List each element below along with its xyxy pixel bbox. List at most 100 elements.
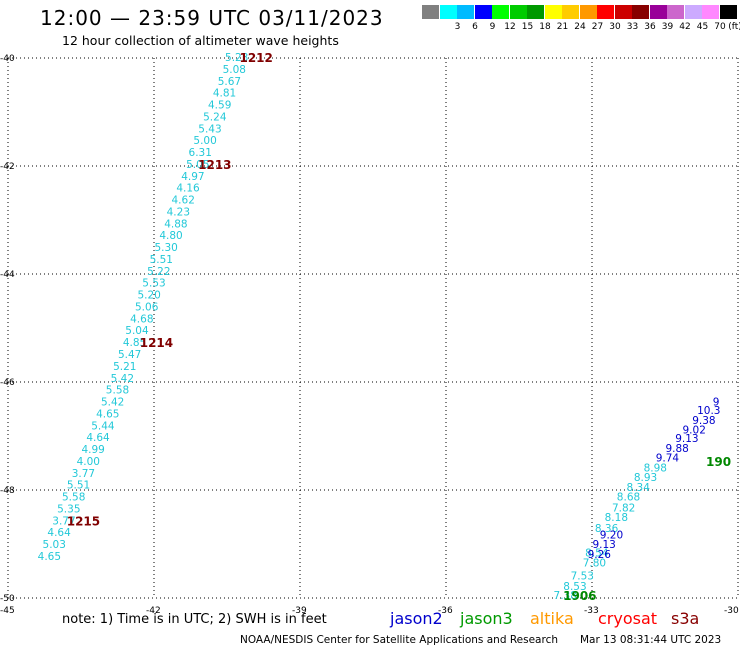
wave-height-reading: 4.99 <box>81 444 104 456</box>
legend-cryosat: cryosat <box>598 609 658 628</box>
color-scale-label: 70 <box>714 22 726 32</box>
color-scale-swatch <box>492 5 509 19</box>
wave-height-reading: 6.31 <box>189 147 212 159</box>
color-scale-label: 21 <box>556 22 569 32</box>
wave-height-reading: 5.08 <box>223 64 246 76</box>
color-scale-swatch <box>614 5 632 19</box>
wave-height-reading: 5.04 <box>125 325 149 337</box>
wave-height-reading: 8.53 <box>563 581 586 593</box>
color-scale-swatch <box>684 5 702 19</box>
pass-time-label: 1213 <box>198 158 231 172</box>
color-scale-label: 9 <box>489 22 496 32</box>
wave-height-reading: 5.05 <box>186 159 209 171</box>
latitude-label: -44 <box>0 270 15 280</box>
wave-height-reading: 4.65 <box>38 551 61 563</box>
wave-height-reading: 4.65 <box>96 408 119 420</box>
wave-height-reading: 4.64 <box>47 527 71 539</box>
latitude-label: -46 <box>0 378 15 388</box>
wave-height-reading: 9.88 <box>665 443 688 455</box>
color-scale-swatch <box>527 5 544 19</box>
longitude-label: -33 <box>584 606 599 616</box>
color-scale-swatch <box>667 5 684 19</box>
wave-height-reading: 10.3 <box>697 405 720 417</box>
wave-height-reading: 7.53 <box>571 570 594 582</box>
color-scale-label: 24 <box>574 22 586 32</box>
wave-height-reading: 5.22 <box>147 266 170 278</box>
wave-height-reading: 8.18 <box>605 512 628 524</box>
color-scale-swatch <box>597 5 614 19</box>
map-subtitle: 12 hour collection of altimeter wave hei… <box>62 33 339 48</box>
wave-height-reading: 5.53 <box>142 278 165 290</box>
map-title: 12:00 — 23:59 UTC 03/11/2023 <box>40 6 384 30</box>
wave-height-reading: 9.13 <box>675 433 698 445</box>
wave-height-reading: 4.85 <box>123 337 146 349</box>
latitude-label: -50 <box>0 594 15 604</box>
wave-height-reading: 5.51 <box>67 480 90 492</box>
wave-height-reading: 5.42 <box>111 373 134 385</box>
color-scale-label: 3 <box>454 22 461 32</box>
latitude-label: -40 <box>0 54 15 64</box>
wave-height-reading: 5.06 <box>135 301 159 313</box>
pass-time-label: 1215 <box>67 514 100 528</box>
longitude-label: -45 <box>0 606 15 616</box>
longitude-label: -42 <box>146 606 161 616</box>
color-scale-label: 33 <box>626 22 639 32</box>
wave-height-reading: 5.42 <box>101 397 124 409</box>
wave-height-reading: 9.13 <box>592 539 615 551</box>
wave-height-reading: 5.67 <box>218 76 241 88</box>
color-scale-label: 45 <box>696 22 709 32</box>
color-scale-label: 6 <box>472 22 478 32</box>
wave-height-reading: 4.23 <box>167 206 190 218</box>
longitude-label: -39 <box>292 606 307 616</box>
wave-height-reading: 7.38 <box>554 590 577 602</box>
color-scale-swatch <box>509 5 527 19</box>
wave-height-reading: 4.81 <box>213 88 236 100</box>
wave-height-reading: 5.58 <box>62 492 85 504</box>
wave-height-reading: 7.82 <box>612 502 635 514</box>
wave-height-reading: 4.59 <box>208 100 231 112</box>
footer-note: note: 1) Time is in UTC; 2) SWH is in fe… <box>62 612 327 627</box>
wave-height-reading: 5.21 <box>113 361 136 373</box>
wave-height-reading: 9.38 <box>692 415 715 427</box>
color-scale-swatch <box>544 5 562 19</box>
color-scale-label: 18 <box>539 22 551 32</box>
legend-altika: altika <box>530 609 574 628</box>
wave-height-reading: 8.54 <box>585 548 609 560</box>
wave-height-reading: 5.44 <box>91 420 115 432</box>
wave-height-reading: 5.30 <box>154 242 177 254</box>
wave-height-reading: 5.51 <box>150 254 173 266</box>
wave-height-reading: 8.34 <box>627 482 651 494</box>
longitude-label: -36 <box>438 606 453 616</box>
wave-height-reading: 4.00 <box>77 456 100 468</box>
color-scale-label: 39 <box>661 22 674 32</box>
wave-height-reading: 5.47 <box>118 349 141 361</box>
color-scale-swatch <box>474 5 492 19</box>
wave-height-reading: 5.43 <box>198 123 221 135</box>
color-scale-swatch <box>702 5 719 19</box>
color-scale-swatch <box>422 5 439 19</box>
color-scale-swatch <box>439 5 457 19</box>
wave-height-reading: 8.36 <box>595 523 619 535</box>
wave-height-reading: 5.24 <box>203 111 227 123</box>
pass-time-label: 1214 <box>140 336 173 350</box>
wave-height-reading: 5.35 <box>57 503 80 515</box>
pass-time-label: 190 <box>706 455 731 469</box>
color-scale-unit: (ft) <box>728 22 740 32</box>
wave-height-reading: 9.20 <box>600 529 623 541</box>
wave-height-reading: 9.74 <box>656 453 680 465</box>
wave-height-reading: 4.68 <box>130 313 153 325</box>
color-scale-label: 42 <box>679 22 691 32</box>
color-scale-swatch <box>719 5 737 19</box>
wave-height-reading: 5.23 <box>225 52 248 64</box>
legend-s3a: s3a <box>671 609 700 628</box>
color-scale-swatch <box>649 5 667 19</box>
pass-time-label: 1212 <box>239 51 272 65</box>
wave-height-reading: 7.80 <box>583 557 606 569</box>
wave-height-reading: 4.97 <box>181 171 204 183</box>
wave-height-reading: 8.98 <box>644 462 667 474</box>
wave-height-reading: 5.58 <box>106 385 129 397</box>
color-scale-label: 36 <box>644 22 656 32</box>
color-scale-label: 27 <box>591 22 604 32</box>
color-scale-label: 15 <box>521 22 534 32</box>
